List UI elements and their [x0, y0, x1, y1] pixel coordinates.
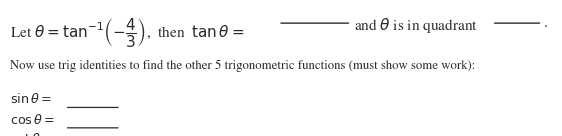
Text: $\cot\theta =$: $\cot\theta =$ [10, 132, 53, 136]
Text: $\sin\theta =$: $\sin\theta =$ [10, 92, 52, 106]
Text: Now use trig identities to find the other 5 trigonometric functions (must show s: Now use trig identities to find the othe… [10, 60, 475, 72]
Text: Let $\theta = \tan^{-1}\!\left(-\dfrac{4}{3}\right)$,  then  $\tan\theta =$: Let $\theta = \tan^{-1}\!\left(-\dfrac{4… [10, 16, 244, 49]
Text: .: . [543, 16, 547, 30]
Text: and $\theta$ is in quadrant: and $\theta$ is in quadrant [354, 16, 478, 35]
Text: $\cos\theta =$: $\cos\theta =$ [10, 113, 55, 127]
